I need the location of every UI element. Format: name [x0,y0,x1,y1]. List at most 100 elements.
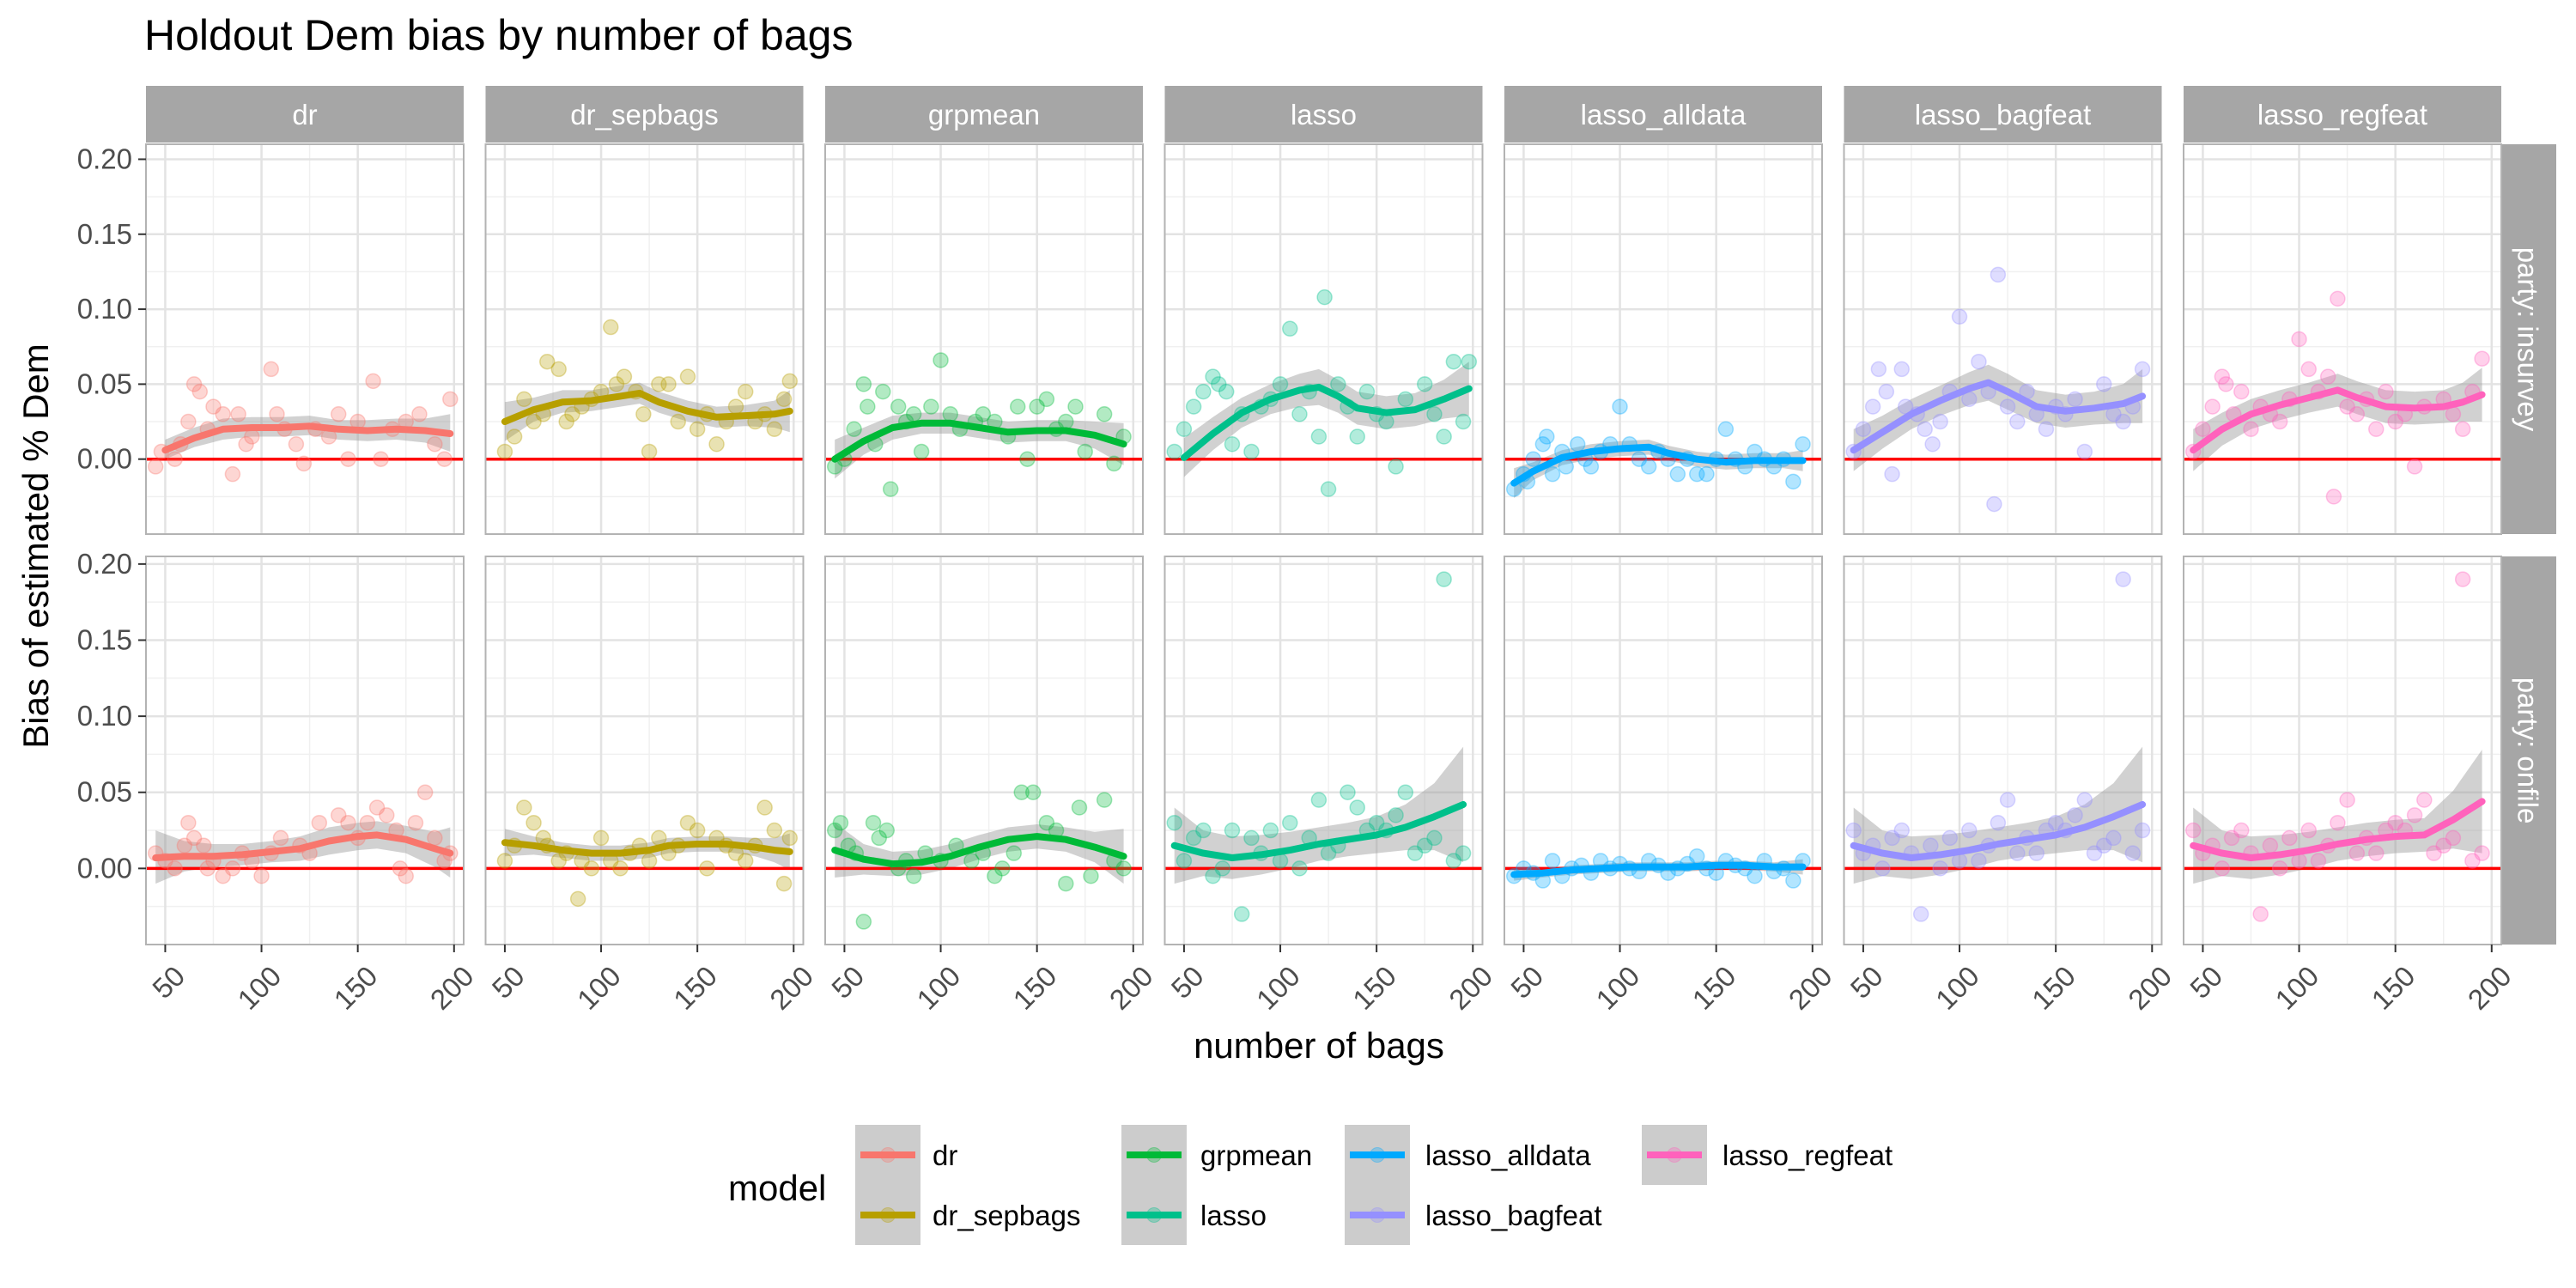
smooth-line [2190,386,2486,454]
data-point [1893,361,1911,378]
data-point [2262,837,2279,854]
data-point [1669,465,1686,483]
facet-strip [485,86,804,143]
x-tick-label: 150 [1006,960,1062,1016]
facet-strip-label: grpmean [928,99,1040,131]
data-point [1461,353,1478,370]
data-point [1029,398,1045,415]
data-point [616,368,633,385]
data-point [2330,814,2346,831]
data-point [890,398,907,415]
facet-strip [1504,86,1822,143]
data-point [1445,353,1462,370]
data-point [1038,814,1055,831]
legend-label: lasso_alldata [1425,1139,1591,1171]
data-point [708,435,725,453]
data-point [2387,814,2403,831]
chart-title: Holdout Dem bias by number of bags [144,11,853,59]
panel-border [484,143,805,535]
data-point [1999,398,2016,415]
smooth-line [2190,798,2486,861]
legend: model dr dr_sepbags grpmean lasso lasso_alld… [728,1125,1893,1245]
data-point [679,814,696,831]
data-point [923,398,939,415]
data-point [2134,822,2151,839]
data-point [855,376,872,392]
x-tick-label: 100 [1250,960,1306,1016]
data-point [2281,829,2298,847]
data-point [1406,845,1424,861]
data-point [1205,867,1221,884]
facet-strip-label: dr [292,99,317,131]
data-point [564,406,580,422]
data-point [1426,829,1443,847]
data-point [1176,421,1193,438]
data-point [1870,361,1887,378]
data-point [1855,421,1872,438]
panel-background [485,556,804,945]
data-point [2319,368,2336,385]
data-point [1397,784,1414,800]
panel-background [1164,144,1483,534]
data-point [2348,406,2366,422]
data-point [1951,308,1968,325]
data-point [756,799,773,816]
legend-label: grpmean [1200,1139,1312,1171]
data-point [1932,413,1948,430]
data-point [224,465,241,483]
data-point [1282,814,1298,831]
data-point [1005,845,1023,861]
data-point [670,413,686,430]
y-tick-label: 0.20 [77,548,132,580]
facet-strip-label: lasso_regfeat [2257,99,2427,131]
smooth-line [501,389,793,425]
data-point [2184,822,2202,839]
data-point [167,860,183,877]
panel-background [485,144,804,534]
data-point [442,391,459,408]
data-point [651,829,667,847]
data-point [689,822,706,839]
data-point [905,406,922,422]
data-point [1077,443,1093,460]
data-point [359,814,376,831]
data-point [1864,398,1881,415]
data-point [2067,807,2083,823]
data-point [826,822,843,839]
data-point [1990,266,2007,283]
panel-background [1164,556,1483,945]
data-point [288,435,305,453]
data-point [1747,867,1763,884]
data-point [2435,837,2451,854]
data-point [781,829,799,847]
row-strip [2500,144,2556,534]
data-point [1388,807,1404,823]
data-point [2330,290,2346,307]
data-point [963,853,980,869]
data-point [592,829,610,847]
data-point [550,853,567,869]
data-point [2387,413,2403,430]
x-tick-label: 50 [486,960,531,1005]
data-point [875,383,891,400]
data-point [330,406,347,422]
data-point [185,376,203,392]
data-point [1205,368,1221,385]
data-point [2009,413,2026,430]
data-point [1243,443,1260,460]
x-tick-label: 150 [2365,960,2421,1016]
x-tick-label: 50 [146,960,191,1005]
data-point [407,814,424,831]
legend-title: model [728,1168,826,1208]
data-point [2406,459,2423,475]
x-tick-label: 150 [1686,960,1741,1016]
data-point [2291,331,2307,348]
data-point [2406,807,2423,823]
data-point [1067,398,1084,415]
data-point [1262,822,1279,839]
data-point [2339,792,2355,808]
data-point [1525,451,1541,467]
smooth-line [501,839,793,857]
x-tick-label: 50 [825,960,870,1005]
legend-label: lasso_bagfeat [1425,1200,1602,1231]
